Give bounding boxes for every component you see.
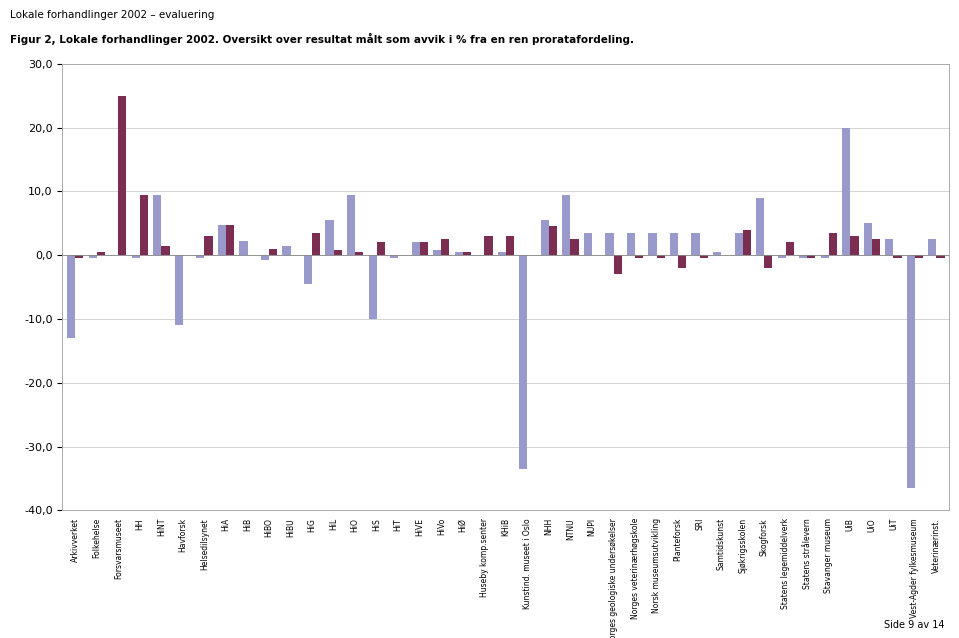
- Text: Side 9 av 14: Side 9 av 14: [884, 620, 945, 630]
- Bar: [519, 255, 527, 469]
- Bar: [88, 255, 97, 258]
- Bar: [140, 195, 148, 255]
- Bar: [627, 233, 635, 255]
- Bar: [742, 230, 751, 255]
- Bar: [657, 255, 665, 258]
- Bar: [829, 233, 837, 255]
- Bar: [756, 198, 764, 255]
- Bar: [700, 255, 708, 258]
- Bar: [807, 255, 815, 258]
- Bar: [764, 255, 772, 268]
- Bar: [67, 255, 75, 338]
- Bar: [131, 255, 140, 258]
- Bar: [821, 255, 829, 258]
- Bar: [713, 252, 721, 255]
- Bar: [420, 242, 428, 255]
- Bar: [334, 250, 341, 255]
- Bar: [347, 195, 355, 255]
- Bar: [584, 233, 592, 255]
- Bar: [161, 246, 170, 255]
- Bar: [851, 236, 858, 255]
- Bar: [240, 241, 247, 255]
- Bar: [915, 255, 924, 258]
- Bar: [506, 236, 514, 255]
- Bar: [390, 255, 398, 258]
- Bar: [455, 252, 463, 255]
- Bar: [907, 255, 915, 488]
- Bar: [118, 96, 127, 255]
- Bar: [670, 233, 678, 255]
- Bar: [541, 220, 549, 255]
- Bar: [635, 255, 643, 258]
- Bar: [312, 233, 320, 255]
- Bar: [218, 225, 226, 255]
- Bar: [842, 128, 851, 255]
- Bar: [785, 242, 794, 255]
- Bar: [691, 233, 700, 255]
- Bar: [562, 195, 571, 255]
- Bar: [377, 242, 385, 255]
- Bar: [463, 252, 471, 255]
- Bar: [571, 239, 578, 255]
- Bar: [498, 252, 505, 255]
- Bar: [872, 239, 880, 255]
- Bar: [226, 225, 234, 255]
- Bar: [97, 252, 105, 255]
- Bar: [197, 255, 204, 258]
- Bar: [368, 255, 377, 319]
- Bar: [894, 255, 901, 258]
- Bar: [864, 223, 872, 255]
- Bar: [778, 255, 785, 258]
- Bar: [799, 255, 807, 258]
- Bar: [441, 239, 450, 255]
- Bar: [269, 249, 277, 255]
- Text: Lokale forhandlinger 2002 – evaluering: Lokale forhandlinger 2002 – evaluering: [10, 10, 214, 20]
- Bar: [433, 250, 441, 255]
- Bar: [282, 246, 291, 255]
- Bar: [928, 239, 937, 255]
- Bar: [937, 255, 945, 258]
- Text: Figur 2, Lokale forhandlinger 2002. Oversikt over resultat målt som avvik i % fr: Figur 2, Lokale forhandlinger 2002. Over…: [10, 33, 634, 45]
- Bar: [261, 255, 269, 260]
- Bar: [614, 255, 621, 274]
- Bar: [678, 255, 687, 268]
- Bar: [204, 236, 213, 255]
- Bar: [484, 236, 493, 255]
- Bar: [355, 252, 363, 255]
- Bar: [549, 226, 557, 255]
- Bar: [648, 233, 657, 255]
- Bar: [325, 220, 334, 255]
- Bar: [304, 255, 312, 284]
- Bar: [75, 255, 83, 258]
- Bar: [175, 255, 183, 325]
- Bar: [735, 233, 742, 255]
- Bar: [411, 242, 420, 255]
- Bar: [605, 233, 614, 255]
- Bar: [885, 239, 894, 255]
- Bar: [153, 195, 161, 255]
